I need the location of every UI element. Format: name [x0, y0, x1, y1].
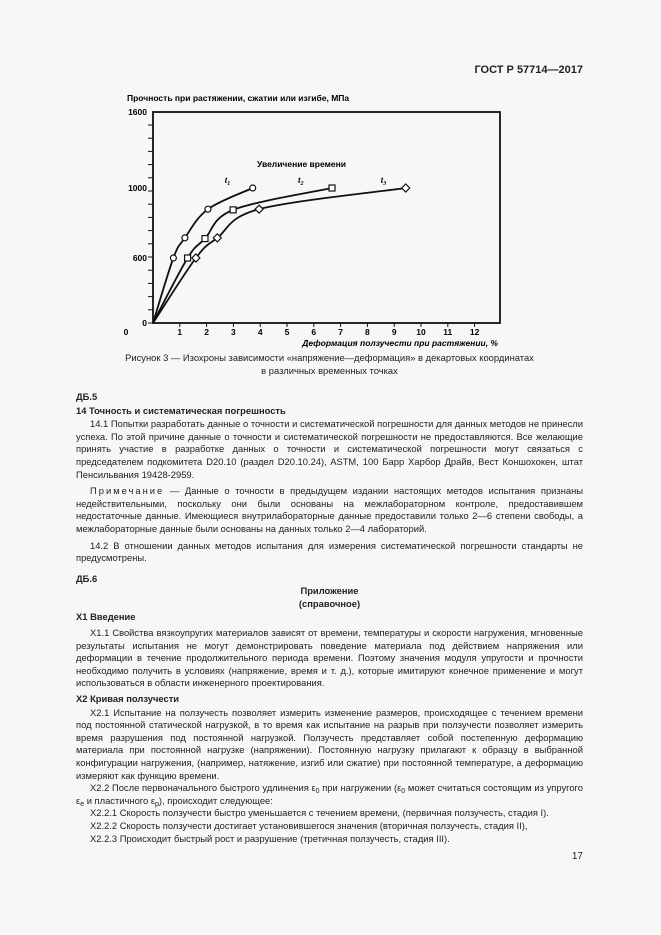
body-text: ДБ.5 14 Точность и систематическая погре…: [76, 391, 583, 862]
marker-diamond-t3: [212, 233, 223, 243]
x2-2-text: может считаться состоящим из упругого ε: [76, 782, 583, 806]
isochrone-chart: Прочность при растяжении, сжатии или изг…: [124, 93, 501, 348]
series-label-t2: t2: [298, 175, 304, 187]
annotation-increasing-time: Увеличение времени: [257, 159, 346, 169]
marker-square-t2: [229, 206, 237, 214]
marker-square-t2: [183, 254, 192, 262]
x2-2-text: ), происходит следующее:: [158, 794, 273, 806]
x-tick-label: 0: [124, 327, 129, 337]
paragraph-x1-1: X1.1 Свойства вязкоупругих материалов за…: [76, 627, 583, 689]
x-tick-label: 4: [258, 327, 263, 337]
x1-title: X1 Введение: [76, 610, 136, 622]
marker-diamond-t3: [400, 183, 411, 193]
subscript: p: [155, 800, 159, 808]
x-tick-label: 7: [338, 327, 343, 337]
y-tick-label: 600: [133, 253, 147, 263]
item-x2-2-3: X2.2.3 Происходит быстрый рост и разруше…: [90, 832, 450, 844]
series-line-t3: [152, 187, 406, 324]
marker-square-t2: [328, 184, 336, 192]
appendix-type: (справочное): [298, 597, 361, 609]
x-tick-label: 9: [392, 327, 397, 337]
marker-square-t2: [201, 234, 209, 243]
note-label: Примечание: [90, 485, 165, 497]
paragraph-x2-1: X2.1 Испытание на ползучесть позволяет и…: [76, 706, 583, 781]
page-number: 17: [571, 851, 583, 863]
marker-diamond-t3: [254, 204, 264, 215]
subscript: e: [80, 800, 85, 808]
marker-circle-t1: [181, 234, 189, 242]
note: Примечание — Данные о точности в предыду…: [76, 485, 583, 535]
marker-circle-t1: [249, 184, 257, 192]
y-axis-label: Прочность при растяжении, сжатии или изг…: [127, 93, 349, 103]
y-tick-label: 1000: [128, 183, 147, 193]
note-text: — Данные о точности в предыдущем издании…: [76, 485, 583, 534]
series-line-t2: [152, 187, 333, 324]
db5-label: ДБ.5: [76, 391, 98, 402]
marker-diamond-t3: [191, 253, 201, 263]
subscript: 0: [315, 788, 320, 796]
series-label-t3: t3: [381, 175, 387, 187]
x2-title: X2 Кривая ползучести: [76, 693, 180, 705]
plot-frame: [152, 111, 501, 324]
x2-2-text: при нагружении (ε: [319, 782, 402, 794]
x-tick-label: 6: [311, 327, 316, 337]
x-tick-label: 12: [470, 327, 480, 337]
figure-caption: Рисунок 3 — Изохроны зависимости «напряж…: [76, 352, 583, 377]
section-14-title: 14 Точность и систематическая погрешност…: [76, 404, 286, 416]
item-x2-2-2: X2.2.2 Скорость ползучести достигает уст…: [90, 820, 528, 831]
x2-2-text: X2.2 После первоначального быстрого удли…: [90, 782, 316, 794]
x-tick-label: 11: [443, 327, 452, 337]
document-code: ГОСТ Р 57714—2017: [474, 64, 583, 76]
x-tick-label: 5: [285, 327, 290, 337]
caption-line-1: Рисунок 3 — Изохроны зависимости «напряж…: [125, 352, 534, 363]
y-tick-label: 0: [142, 318, 147, 328]
marker-circle-t1: [169, 254, 177, 262]
x2-2-text: и пластичного ε: [84, 794, 156, 806]
paragraph-14-1: 14.1 Попытки разработать данные о точнос…: [76, 418, 583, 480]
db6-label: ДБ.6: [76, 572, 98, 584]
subscript: 0: [401, 788, 406, 796]
caption-line-2: в различных временных точках: [261, 364, 398, 376]
marker-circle-t1: [204, 205, 212, 213]
item-x2-2-1: X2.2.1 Скорость ползучести быстро уменьш…: [90, 807, 549, 819]
series-label-t1: t1: [225, 175, 231, 187]
x-tick-label: 2: [204, 327, 209, 337]
y-tick-label: 1600: [128, 107, 147, 117]
x-tick-label: 8: [365, 327, 370, 337]
x-axis-label: Деформация ползучести при растяжении, %: [301, 338, 498, 348]
x-tick-label: 10: [416, 327, 426, 337]
x-tick-label: 3: [231, 327, 236, 337]
paragraph-x2-2: X2.2 После первоначального быстрого удли…: [76, 782, 583, 808]
x-tick-label: 1: [177, 327, 182, 337]
paragraph-14-2: 14.2 В отношении данных методов испытани…: [76, 539, 583, 564]
appendix-title: Приложение: [300, 585, 359, 597]
